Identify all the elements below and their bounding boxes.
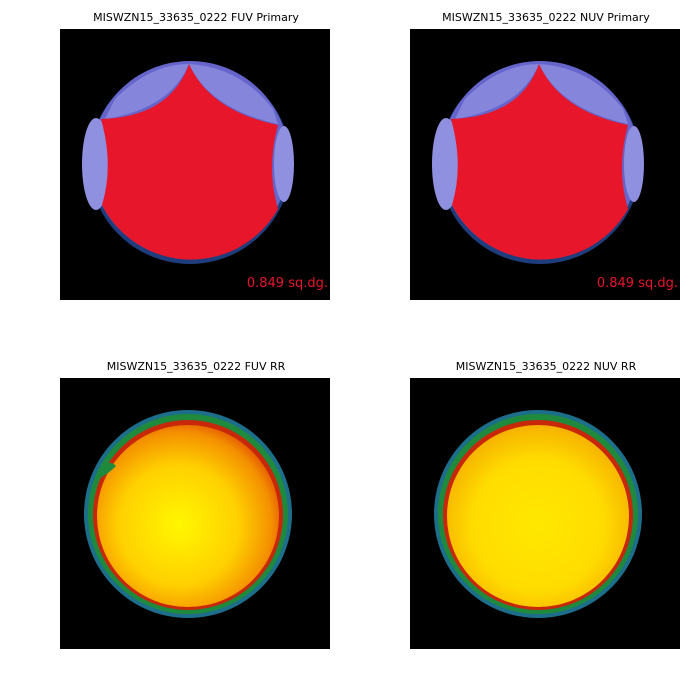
- edge-notch: [98, 462, 116, 478]
- coverage-lobe: [82, 118, 110, 210]
- primary-area: [101, 64, 278, 260]
- panel: MISWZN15_33635_0222 NUV RR: [410, 360, 680, 649]
- area-annotation: 0.849 sq.dg.: [597, 276, 678, 291]
- panel-title: MISWZN15_33635_0222 NUV Primary: [442, 11, 650, 24]
- area-annotation: 0.849 sq.dg.: [247, 276, 328, 291]
- panel-title: MISWZN15_33635_0222 FUV Primary: [93, 11, 299, 24]
- panel: MISWZN15_33635_0222 FUV RR: [60, 360, 330, 649]
- coverage-lobe: [455, 64, 539, 119]
- coverage-lobe: [624, 126, 644, 202]
- panel-title: MISWZN15_33635_0222 FUV RR: [107, 360, 286, 373]
- response-map: [97, 425, 279, 607]
- response-map: [447, 425, 629, 607]
- primary-area: [451, 64, 628, 260]
- coverage-lobe: [539, 64, 628, 124]
- coverage-lobe: [189, 64, 278, 124]
- panel-title: MISWZN15_33635_0222 NUV RR: [456, 360, 637, 373]
- coverage-lobe: [432, 118, 460, 210]
- coverage-lobe: [105, 64, 189, 119]
- panel: MISWZN15_33635_0222 NUV Primary 0.849 sq.…: [410, 11, 680, 300]
- coverage-lobe: [274, 126, 294, 202]
- panel: MISWZN15_33635_0222 FUV Primary 0.849 sq.…: [60, 11, 330, 300]
